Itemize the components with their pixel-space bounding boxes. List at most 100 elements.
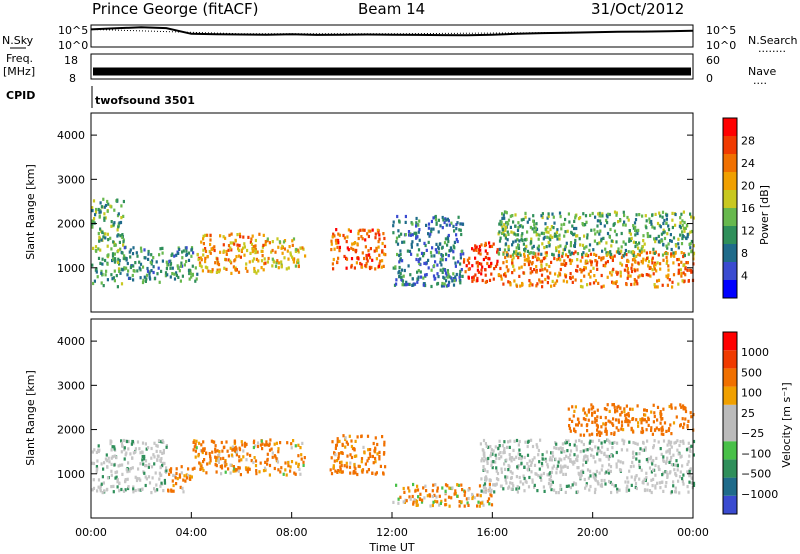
- velocity-cell: [354, 471, 357, 475]
- power-cell: [407, 264, 410, 268]
- power-cell: [542, 237, 545, 241]
- velocity-cell: [679, 440, 682, 444]
- power-cell: [541, 268, 544, 272]
- velocity-cell: [203, 458, 206, 462]
- velocity-cell: [340, 460, 343, 464]
- power-cell: [534, 226, 537, 230]
- power-cell: [411, 222, 414, 226]
- power-cell: [604, 247, 607, 251]
- velocity-cell: [536, 489, 539, 493]
- power-cell: [367, 229, 370, 233]
- power-cell: [209, 251, 212, 255]
- power-cell: [544, 227, 547, 231]
- power-cell: [484, 268, 487, 272]
- power-cell: [95, 249, 98, 253]
- velocity-cell: [501, 444, 504, 448]
- velocity-cell: [614, 408, 617, 412]
- velocity-cell: [466, 501, 469, 505]
- velocity-cell: [574, 482, 578, 486]
- power-cell: [427, 232, 430, 236]
- power-cell: [517, 243, 520, 247]
- velocity-cell: [434, 483, 437, 487]
- velocity-cell: [574, 405, 577, 409]
- power-cell: [590, 263, 593, 267]
- power-cell: [528, 251, 531, 255]
- power-cell: [462, 260, 466, 264]
- velocity-cell: [620, 410, 623, 414]
- power-cell: [585, 220, 588, 224]
- power-cell: [211, 247, 214, 251]
- power-cell: [497, 232, 500, 236]
- velocity-cell: [215, 459, 218, 463]
- velocity-cell: [684, 409, 688, 414]
- power-cell: [517, 256, 520, 260]
- velocity-cell: [526, 444, 529, 449]
- power-cell: [574, 216, 577, 220]
- velocity-cell: [609, 480, 612, 485]
- power-cell: [692, 251, 696, 255]
- velocity-cell: [518, 456, 521, 460]
- velocity-cell: [576, 423, 579, 427]
- power-cell: [374, 267, 377, 271]
- power-cell: [91, 225, 94, 229]
- power-cell: [653, 237, 656, 241]
- power-cell: [442, 218, 445, 222]
- power-cell: [120, 282, 124, 286]
- power-cell: [569, 276, 572, 280]
- velocity-cell: [463, 490, 467, 494]
- velocity-cell: [447, 495, 451, 499]
- velocity-cell: [220, 466, 224, 470]
- power-cell: [569, 241, 573, 245]
- power-cell: [441, 270, 444, 274]
- power-cell: [450, 221, 453, 225]
- velocity-cell: [611, 441, 614, 445]
- power-cell: [383, 236, 386, 241]
- velocity-cell: [477, 500, 480, 504]
- power-cell: [511, 243, 514, 247]
- power-cell: [511, 214, 514, 218]
- power-cell: [287, 257, 290, 261]
- velocity-cell: [350, 455, 354, 460]
- velocity-cell: [650, 428, 653, 432]
- power-cell: [423, 261, 426, 265]
- power-cell: [430, 284, 433, 289]
- power-cell: [476, 268, 479, 272]
- power-cell: [635, 279, 638, 283]
- power-cell: [668, 278, 671, 282]
- velocity-cell: [360, 460, 363, 464]
- velocity-cell: [144, 475, 147, 479]
- velocity-cell: [229, 446, 232, 450]
- velocity-cell: [512, 484, 515, 488]
- velocity-cell: [640, 468, 643, 472]
- velocity-cell: [246, 468, 249, 472]
- velocity-cell: [113, 447, 116, 451]
- power-cell: [627, 218, 630, 222]
- power-cell: [177, 275, 180, 279]
- power-cell: [378, 262, 381, 266]
- power-cell: [611, 269, 614, 273]
- velocity-cell: [650, 426, 653, 430]
- power-cell: [409, 273, 412, 277]
- power-cell: [501, 216, 504, 220]
- power-cell: [112, 240, 115, 244]
- velocity-cell: [596, 415, 599, 419]
- power-cell: [667, 273, 670, 277]
- power-cell: [291, 243, 294, 247]
- velocity-cell: [438, 494, 441, 498]
- power-cell: [113, 260, 117, 264]
- power-cell: [605, 218, 608, 223]
- velocity-cell: [155, 483, 158, 487]
- power-cell: [488, 244, 491, 249]
- power-cell: [539, 259, 542, 263]
- velocity-cell: [219, 465, 222, 469]
- velocity-cell: [268, 448, 272, 452]
- power-cell: [415, 236, 418, 240]
- velocity-colorbar-step: [723, 495, 737, 514]
- velocity-cell: [129, 452, 132, 456]
- velocity-cell: [523, 465, 526, 469]
- velocity-cell: [300, 457, 303, 461]
- velocity-cell: [631, 407, 634, 411]
- velocity-cell: [214, 450, 217, 454]
- velocity-cell: [233, 467, 236, 471]
